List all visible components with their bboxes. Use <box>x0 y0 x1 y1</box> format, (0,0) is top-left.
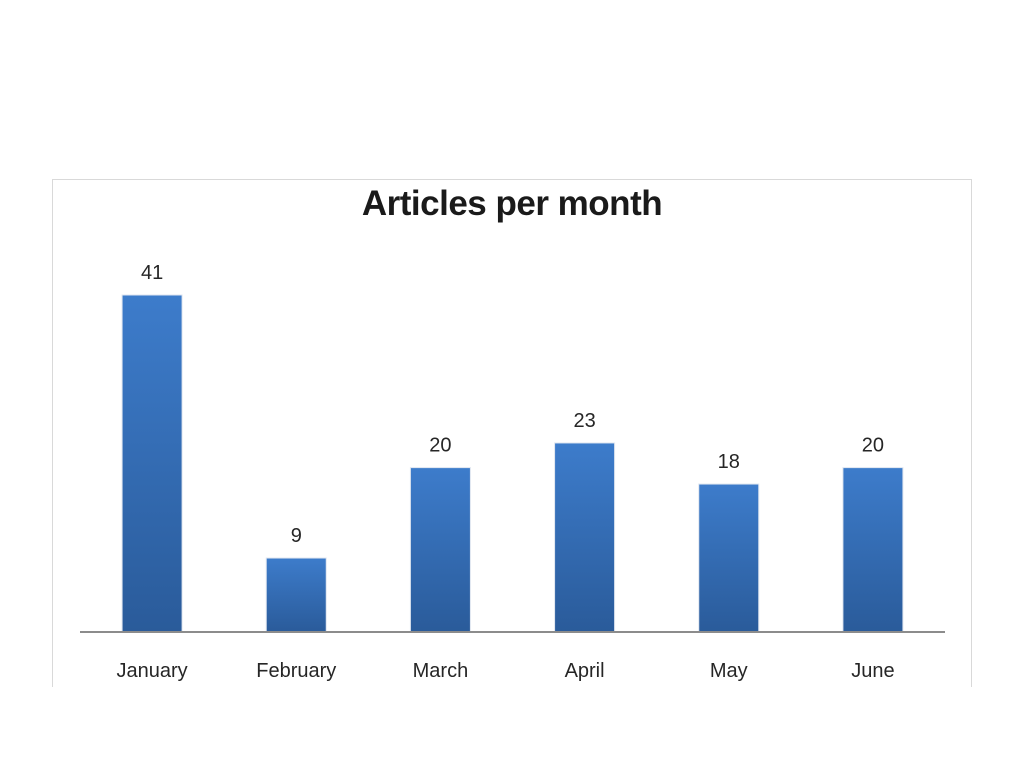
bar-april <box>554 442 616 633</box>
data-labels-group: 41 9 20 23 18 20 <box>141 262 884 547</box>
data-label-june: 20 <box>862 435 884 457</box>
chart-title: Articles per month <box>361 184 663 223</box>
data-label-january: 41 <box>141 262 163 284</box>
bar-february <box>265 557 327 633</box>
x-tick-label-january: January <box>117 660 188 682</box>
bar-may <box>698 483 760 633</box>
bar-march <box>409 467 471 633</box>
bar-january <box>121 294 183 633</box>
bars-group <box>121 294 904 633</box>
x-tick-label-june: June <box>851 660 894 682</box>
x-tick-labels-group: January February March April May June <box>117 660 895 682</box>
data-label-may: 18 <box>718 451 740 473</box>
bar-june <box>842 467 904 633</box>
x-tick-label-february: February <box>256 660 336 682</box>
chart-frame <box>52 179 972 687</box>
x-tick-label-may: May <box>710 660 748 682</box>
data-label-april: 23 <box>573 410 595 432</box>
data-label-february: 9 <box>291 525 302 547</box>
x-tick-label-march: March <box>413 660 469 682</box>
data-label-march: 20 <box>429 435 451 457</box>
x-tick-label-april: April <box>565 660 605 682</box>
